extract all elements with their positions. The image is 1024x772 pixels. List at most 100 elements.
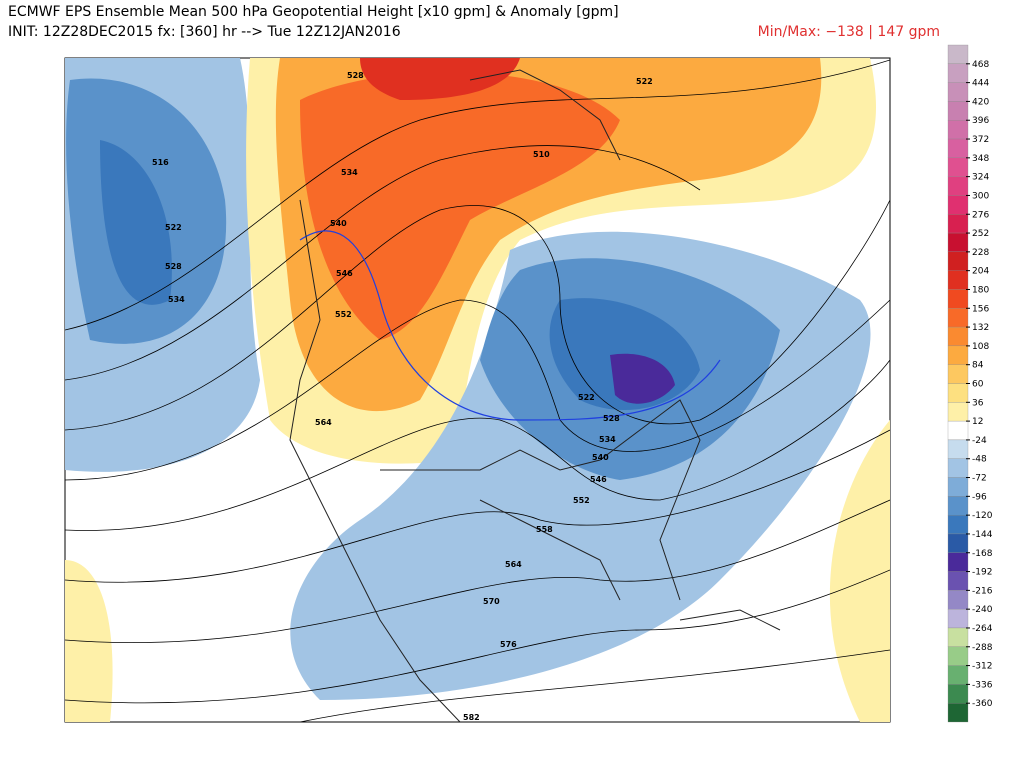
colorbar-label: 300: [972, 191, 989, 201]
colorbar-swatch: [947, 590, 969, 610]
colorbar-label: 396: [972, 116, 989, 126]
colorbar-swatch: [947, 232, 969, 253]
colorbar-swatch: [947, 496, 969, 516]
min-max: Min/Max: −138 | 147 gpm: [758, 24, 940, 40]
contour-label: 522: [636, 77, 653, 86]
colorbar-label: 132: [972, 323, 989, 333]
contour-label: 510: [533, 150, 550, 159]
contour-label: 564: [315, 418, 332, 427]
contour-label: 582: [463, 713, 480, 722]
colorbar-label: 444: [972, 79, 989, 89]
colorbar-label: -360: [972, 699, 993, 709]
contour-label: 528: [165, 262, 182, 271]
contour-label: 552: [573, 496, 590, 505]
colorbar-label: -192: [972, 568, 992, 578]
contour-labels: 528 522 516 522 528 534 534 540 546 552 564 510 522 5…: [152, 71, 653, 722]
colorbar-swatch: [947, 533, 969, 553]
colorbar-label: 468: [972, 60, 989, 70]
colorbar-swatch: [947, 458, 969, 478]
colorbar-swatch: [947, 157, 969, 177]
contour-label: 564: [505, 560, 522, 569]
colorbar-swatch: [947, 703, 969, 723]
contour-label: 576: [500, 640, 517, 649]
colorbar-label: 252: [972, 229, 989, 239]
colorbar-swatch: [947, 552, 969, 572]
colorbar-swatch: [947, 44, 969, 64]
colorbar-label: -216: [972, 586, 993, 596]
colorbar-label: -24: [972, 436, 987, 446]
map: [64, 57, 891, 723]
colorbar-swatch: [947, 627, 969, 647]
contour-label: 528: [347, 71, 364, 80]
contour-label: 516: [152, 158, 169, 167]
colorbar-swatch: [947, 214, 969, 234]
colorbar-label: 420: [972, 97, 989, 107]
colorbar-swatch: [947, 251, 969, 271]
colorbar-swatch: [947, 63, 969, 83]
colorbar-swatch: [947, 364, 969, 384]
colorbar-label: -72: [972, 474, 987, 484]
init-line: INIT: 12Z28DEC2015 fx: [360] hr --> Tue …: [8, 24, 401, 40]
colorbar-label: 36: [972, 398, 984, 408]
colorbar-swatch: [947, 402, 969, 422]
colorbar-label: 324: [972, 173, 989, 183]
colorbar-swatch: [947, 270, 969, 290]
colorbar-swatch: [947, 120, 969, 140]
colorbar-label: -240: [972, 605, 993, 615]
colorbar-swatch: [947, 684, 969, 704]
colorbar-label: 60: [972, 380, 984, 390]
colorbar-swatch: [947, 82, 969, 102]
colorbar-swatch: [947, 345, 969, 365]
colorbar-label: 108: [972, 342, 989, 352]
colorbar-swatch: [947, 195, 969, 215]
colorbar-label: -168: [972, 549, 993, 559]
colorbar-swatch: [947, 646, 969, 666]
colorbar-label: -48: [972, 455, 987, 465]
colorbar-swatch: [947, 383, 969, 403]
colorbar-label: -288: [972, 643, 993, 653]
colorbar-swatch: [947, 101, 969, 121]
colorbar-label: 276: [972, 210, 989, 220]
colorbar: 468 444 420 396 372 348 324 300 276 252 228 204 180 1…: [947, 44, 993, 723]
colorbar-label: 228: [972, 248, 989, 258]
contour-label: 534: [341, 168, 358, 177]
colorbar-swatch: [947, 176, 969, 196]
colorbar-swatch: [947, 477, 969, 497]
title: ECMWF EPS Ensemble Mean 500 hPa Geopoten…: [8, 4, 619, 20]
colorbar-swatch: [947, 571, 969, 591]
contour-label: 534: [168, 295, 185, 304]
colorbar-swatch: [947, 665, 969, 685]
colorbar-label: -336: [972, 680, 993, 690]
colorbar-label: -144: [972, 530, 993, 540]
colorbar-label: 180: [972, 285, 989, 295]
contour-label: 522: [578, 393, 595, 402]
contour-label: 570: [483, 597, 500, 606]
colorbar-label: 156: [972, 304, 989, 314]
contour-label: 552: [335, 310, 352, 319]
colorbar-swatch: [947, 289, 969, 309]
contour-label: 534: [599, 435, 616, 444]
colorbar-label: -120: [972, 511, 993, 521]
contour-label: 540: [592, 453, 609, 462]
colorbar-label: 348: [972, 154, 989, 164]
colorbar-label: 84: [972, 361, 984, 371]
colorbar-swatch: [947, 439, 969, 459]
contour-label: 558: [536, 525, 553, 534]
colorbar-swatch: [947, 326, 969, 347]
contour-label: 540: [330, 219, 347, 228]
contour-label: 522: [165, 223, 182, 232]
colorbar-label: 12: [972, 417, 983, 427]
contour-label: 546: [336, 269, 353, 278]
colorbar-swatch: [947, 308, 969, 328]
colorbar-label: 204: [972, 267, 989, 277]
colorbar-swatch: [947, 609, 969, 629]
colorbar-swatch: [947, 138, 969, 158]
colorbar-label: -96: [972, 492, 987, 502]
colorbar-label: -312: [972, 662, 992, 672]
contour-label: 528: [603, 414, 620, 423]
colorbar-swatch: [947, 420, 969, 441]
colorbar-label: 372: [972, 135, 989, 145]
colorbar-label: -264: [972, 624, 993, 634]
colorbar-swatch: [947, 514, 969, 535]
